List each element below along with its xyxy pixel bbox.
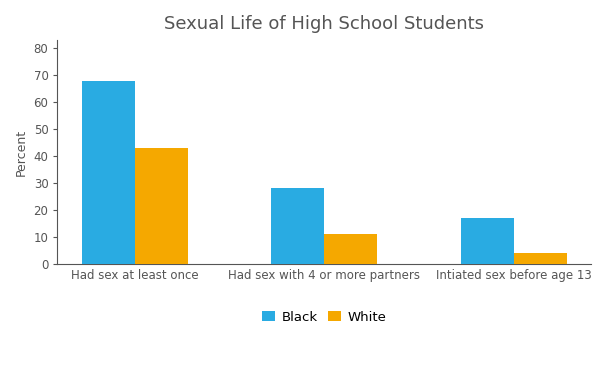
Bar xyxy=(271,188,324,264)
Legend: Black, White: Black, White xyxy=(262,311,387,324)
Bar xyxy=(461,218,514,264)
Bar xyxy=(514,253,567,264)
Y-axis label: Percent: Percent xyxy=(15,128,28,176)
Title: Sexual Life of High School Students: Sexual Life of High School Students xyxy=(164,15,485,33)
Bar xyxy=(82,81,135,264)
Bar xyxy=(324,234,378,264)
Bar xyxy=(135,148,188,264)
